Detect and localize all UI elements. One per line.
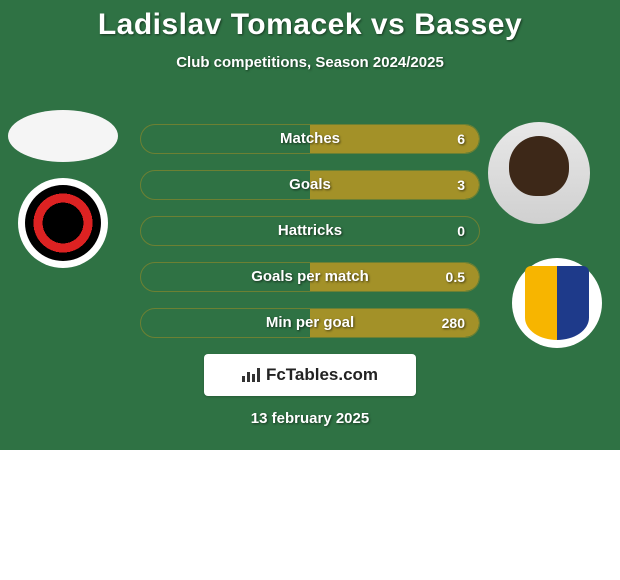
stat-row: Goals per match 0.5 [140,262,480,292]
brand-text: FcTables.com [266,365,378,385]
stat-label: Hattricks [141,217,479,245]
player-right-avatar [488,122,590,224]
club-left-badge [18,178,108,268]
stat-label: Min per goal [141,309,479,337]
club-right-badge [512,258,602,348]
stat-value-right: 0.5 [446,263,465,291]
brand-box[interactable]: FcTables.com [204,354,416,396]
stat-label: Matches [141,125,479,153]
stat-value-right: 6 [457,125,465,153]
stat-value-right: 280 [442,309,465,337]
spartak-trnava-icon [25,185,101,261]
stat-value-right: 3 [457,171,465,199]
stat-label: Goals per match [141,263,479,291]
fc-dac-icon [525,266,589,340]
date-label: 13 february 2025 [0,410,620,427]
stats-bars: Matches 6 Goals 3 Hattricks 0 Goals per … [140,124,480,354]
stat-label: Goals [141,171,479,199]
stat-row: Goals 3 [140,170,480,200]
subtitle: Club competitions, Season 2024/2025 [0,54,620,71]
stat-row: Hattricks 0 [140,216,480,246]
stat-row: Min per goal 280 [140,308,480,338]
stat-value-right: 0 [457,217,465,245]
chart-icon [242,368,260,382]
player-left-avatar [8,110,118,162]
stat-row: Matches 6 [140,124,480,154]
comparison-card: Ladislav Tomacek vs Bassey Club competit… [0,0,620,450]
page-title: Ladislav Tomacek vs Bassey [0,8,620,42]
